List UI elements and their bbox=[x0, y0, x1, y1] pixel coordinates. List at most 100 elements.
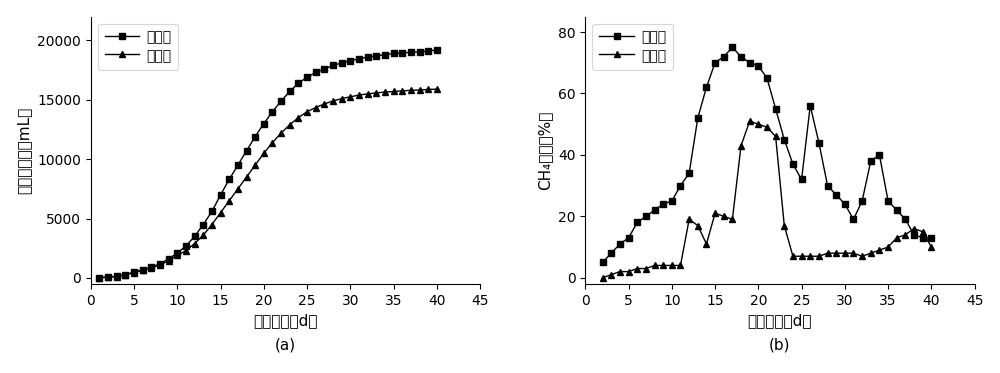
实施组 bbox=[379, 53, 391, 57]
对照组 bbox=[310, 105, 322, 110]
实施组 bbox=[891, 208, 903, 212]
实施组 bbox=[830, 192, 842, 197]
对照组 bbox=[925, 245, 937, 249]
实施组 bbox=[839, 202, 851, 206]
实施组 bbox=[111, 274, 123, 278]
对照组 bbox=[692, 223, 704, 228]
实施组 bbox=[336, 61, 348, 65]
实施组 bbox=[700, 85, 712, 90]
实施组 bbox=[145, 265, 157, 270]
实施组 bbox=[163, 257, 175, 261]
对照组 bbox=[128, 270, 140, 275]
对照组 bbox=[623, 269, 635, 274]
对照组 bbox=[726, 217, 738, 222]
对照组 bbox=[292, 115, 304, 120]
对照组 bbox=[649, 263, 661, 268]
实施组 bbox=[735, 54, 747, 59]
对照组 bbox=[761, 125, 773, 129]
实施组 bbox=[744, 60, 756, 65]
实施组 bbox=[674, 184, 686, 188]
对照组 bbox=[249, 163, 261, 167]
实施组 bbox=[206, 209, 218, 214]
对照组 bbox=[215, 210, 227, 215]
实施组 bbox=[189, 234, 201, 239]
对照组 bbox=[197, 233, 209, 238]
实施组 bbox=[154, 261, 166, 266]
对照组 bbox=[344, 95, 356, 99]
实施组 bbox=[666, 199, 678, 203]
实施组 bbox=[284, 89, 296, 94]
Line: 对照组: 对照组 bbox=[96, 86, 440, 281]
实施组 bbox=[301, 75, 313, 79]
对照组 bbox=[266, 140, 278, 145]
对照组 bbox=[241, 175, 253, 179]
对照组 bbox=[379, 90, 391, 94]
实施组 bbox=[93, 275, 105, 280]
对照组 bbox=[388, 89, 400, 94]
实施组 bbox=[649, 208, 661, 212]
实施组 bbox=[215, 192, 227, 197]
对照组 bbox=[839, 251, 851, 256]
对照组 bbox=[353, 93, 365, 97]
对照组 bbox=[873, 248, 885, 253]
实施组 bbox=[388, 51, 400, 56]
对照组 bbox=[396, 89, 408, 93]
对照组 bbox=[301, 109, 313, 114]
实施组 bbox=[804, 103, 816, 108]
Text: (a): (a) bbox=[275, 337, 296, 352]
实施组 bbox=[405, 50, 417, 54]
实施组 bbox=[292, 81, 304, 85]
实施组 bbox=[726, 45, 738, 50]
对照组 bbox=[111, 274, 123, 279]
实施组 bbox=[102, 275, 114, 279]
实施组 bbox=[709, 60, 721, 65]
对照组 bbox=[804, 254, 816, 258]
实施组 bbox=[908, 232, 920, 237]
实施组 bbox=[232, 163, 244, 167]
Line: 实施组: 实施组 bbox=[600, 44, 934, 266]
对照组 bbox=[908, 226, 920, 231]
Y-axis label: 累积产气量（mL）: 累积产气量（mL） bbox=[17, 107, 32, 194]
对照组 bbox=[405, 88, 417, 93]
实施组 bbox=[752, 63, 764, 68]
对照组 bbox=[370, 91, 382, 95]
实施组 bbox=[197, 222, 209, 227]
对照组 bbox=[891, 236, 903, 240]
对照组 bbox=[189, 241, 201, 246]
对照组 bbox=[882, 245, 894, 249]
实施组 bbox=[119, 272, 131, 277]
实施组 bbox=[180, 244, 192, 248]
对照组 bbox=[917, 229, 929, 234]
实施组 bbox=[422, 49, 434, 53]
对照组 bbox=[735, 144, 747, 148]
对照组 bbox=[752, 122, 764, 126]
对照组 bbox=[422, 87, 434, 92]
实施组 bbox=[856, 199, 868, 203]
实施组 bbox=[770, 107, 782, 111]
对照组 bbox=[813, 254, 825, 258]
对照组 bbox=[258, 151, 270, 156]
对照组 bbox=[145, 266, 157, 270]
实施组 bbox=[414, 50, 426, 54]
Text: (b): (b) bbox=[769, 337, 791, 352]
实施组 bbox=[683, 171, 695, 176]
实施组 bbox=[925, 236, 937, 240]
实施组 bbox=[171, 251, 183, 255]
对照组 bbox=[163, 258, 175, 263]
对照组 bbox=[744, 119, 756, 123]
对照组 bbox=[275, 131, 287, 135]
实施组 bbox=[796, 177, 808, 182]
实施组 bbox=[917, 236, 929, 240]
对照组 bbox=[171, 253, 183, 258]
对照组 bbox=[657, 263, 669, 268]
对照组 bbox=[336, 96, 348, 101]
对照组 bbox=[787, 254, 799, 258]
实施组 bbox=[597, 260, 609, 264]
实施组 bbox=[431, 48, 443, 52]
对照组 bbox=[822, 251, 834, 256]
实施组 bbox=[623, 236, 635, 240]
对照组 bbox=[180, 248, 192, 253]
对照组 bbox=[154, 263, 166, 267]
实施组 bbox=[241, 148, 253, 153]
对照组 bbox=[640, 266, 652, 271]
